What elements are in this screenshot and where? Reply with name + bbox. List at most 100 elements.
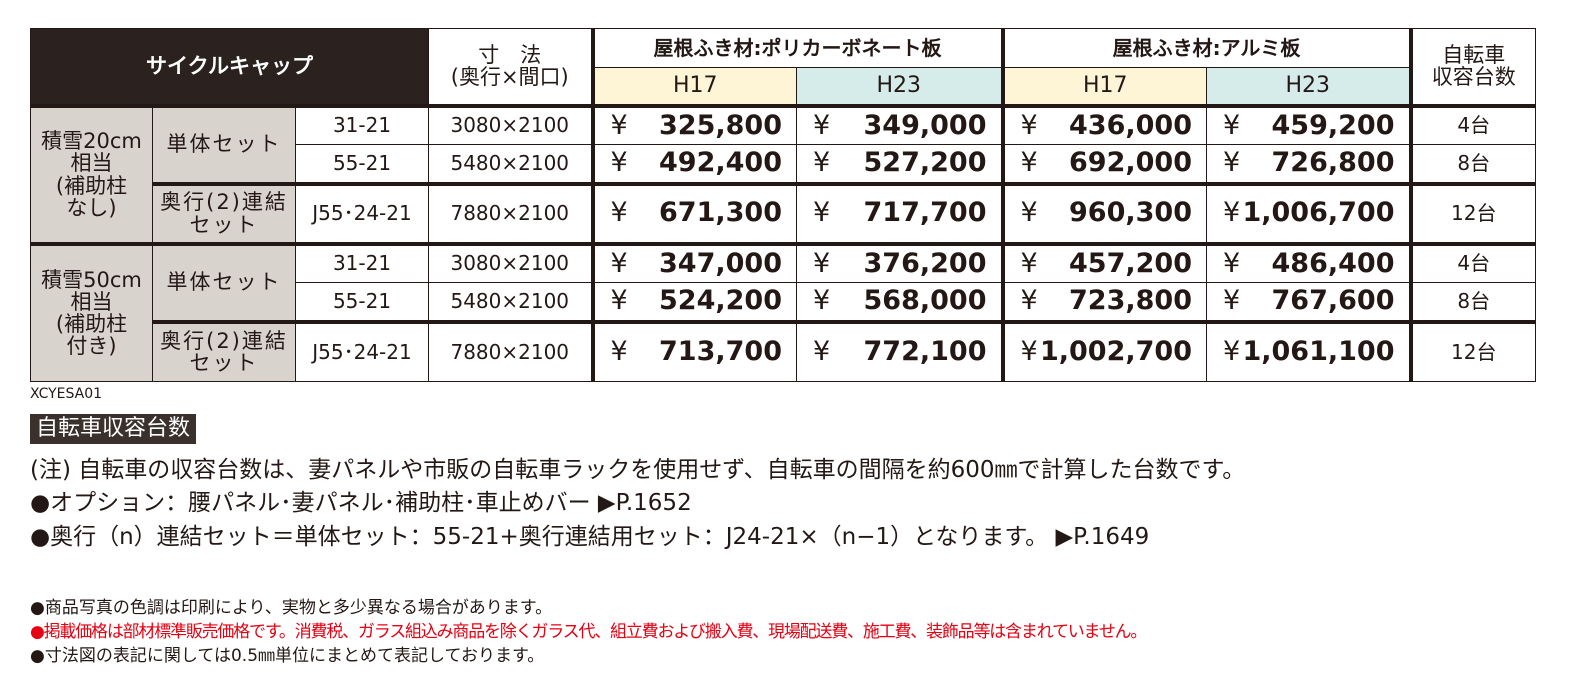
header-cell: 自転車 収容台数 (1408, 28, 1536, 106)
price: 349,000 (863, 109, 987, 141)
price-cell: ¥692,000 (1000, 144, 1207, 184)
set-name: 奥行(2)連結 セット (152, 319, 296, 382)
price-box: ¥349,000 (797, 109, 1001, 141)
code-cell: J55･24-21 (295, 181, 429, 244)
price-cell: ¥376,200 (796, 241, 1003, 283)
price: 568,000 (863, 285, 987, 317)
cell-text: 単体セット (166, 132, 282, 157)
code-cell: 31-21 (295, 103, 429, 145)
price-box: ¥492,400 (595, 147, 797, 179)
code-cell: 55-21 (295, 282, 429, 322)
cell-text: セット (189, 351, 259, 376)
price-cell: ¥568,000 (796, 282, 1003, 322)
table-row: 55-21 5480×2100 ¥492,400 ¥527,200 ¥692,000 ¥7… (31, 144, 1536, 184)
currency: ¥ (1020, 247, 1038, 279)
price: 486,400 (1271, 247, 1395, 279)
table-body: サイクルキャップ 寸 法 (奥行×間口) 屋根ふき材:ポリカーボネート板 屋根ふ… (30, 28, 1536, 382)
price: 1,061,100 (1242, 336, 1395, 368)
price: 457,200 (1069, 247, 1192, 279)
cell-text: セット (189, 212, 259, 237)
header-cell: 寸 法 (奥行×間口) (428, 28, 593, 106)
header-text: (奥行×間口) (450, 65, 569, 90)
table-row: 積雪20cm 相当 (補助柱 なし) 単体セット 31-21 3080×2100 ¥325,8… (30, 103, 1536, 244)
price: 459,200 (1271, 109, 1395, 141)
price-cell: ¥436,000 (1000, 103, 1207, 145)
price-cell: ¥723,800 (1000, 282, 1207, 322)
price: 692,000 (1069, 147, 1192, 179)
table-row: 55-21 5480×2100 ¥524,200 ¥568,000 ¥723,800 ¥7… (31, 282, 1536, 322)
product-code: XCYESA01 (30, 386, 103, 402)
currency: ¥ (610, 109, 628, 141)
cell-text: 55-21 (332, 150, 392, 175)
price-cell: ¥767,600 (1206, 282, 1411, 322)
price-cell: ¥1,061,100 (1206, 319, 1411, 382)
cell-text: 付き) (66, 334, 117, 359)
price-cell: ¥527,200 (796, 144, 1003, 184)
header-cell: サイクルキャップ (30, 28, 429, 106)
price-cell: ¥726,800 (1206, 144, 1411, 184)
cell-text: 12台 (1451, 339, 1497, 364)
price-cell: ¥717,700 (796, 181, 1003, 244)
size-cell: 3080×2100 (428, 103, 593, 145)
price-box: ¥726,800 (1207, 148, 1409, 177)
group-label: 積雪50cm 相当 (補助柱 付き) (30, 241, 153, 382)
set-name: 単体セット (152, 103, 296, 184)
currency: ¥ (1223, 197, 1241, 229)
header-row: H17 H23 H17 H23 (31, 67, 1536, 106)
capacity-cell: 4台 (1408, 241, 1536, 283)
table-row: 積雪50cm 相当 (補助柱 付き) 単体セット 31-21 3080×2100 ¥347,0… (30, 241, 1536, 382)
code-cell: 55-21 (295, 144, 429, 184)
price-box: ¥459,200 (1207, 109, 1409, 141)
currency: ¥ (610, 285, 628, 317)
cell-text: なし) (66, 195, 117, 220)
table-row: 奥行(2)連結 セット J55･24-21 7880×2100 ¥713,700 ¥772… (31, 319, 1536, 382)
cell-text: 奥行(2)連結 (160, 329, 288, 354)
price-box: ¥692,000 (1005, 147, 1207, 179)
cell-text: 4台 (1457, 251, 1491, 276)
cell-text: 奥行(2)連結 (160, 190, 288, 215)
currency: ¥ (1020, 147, 1038, 179)
cell-text: 相当 (70, 151, 113, 176)
header-cell: 屋根ふき材:アルミ板 (1000, 28, 1411, 68)
currency: ¥ (1223, 336, 1241, 368)
price-box: ¥527,200 (797, 148, 1001, 177)
header-text: H23 (876, 73, 922, 99)
cell-text: 積雪50cm (41, 268, 142, 293)
price-box: ¥723,800 (1005, 286, 1207, 315)
header-cell: H17 (1000, 67, 1207, 106)
price-box: ¥960,300 (1005, 198, 1207, 227)
header-row: サイクルキャップ 寸 法 (奥行×間口) 屋根ふき材:ポリカーボネート板 屋根ふ… (30, 28, 1536, 106)
price-cell: ¥524,200 (590, 282, 797, 322)
cell-text: 31-21 (332, 113, 392, 138)
price: 1,002,700 (1039, 336, 1192, 368)
price-cell: ¥486,400 (1206, 241, 1411, 283)
currency: ¥ (610, 247, 628, 279)
price: 717,700 (863, 197, 987, 229)
cell-text: 7880×2100 (450, 201, 570, 225)
size-cell: 7880×2100 (428, 181, 593, 244)
currency: ¥ (1020, 336, 1038, 368)
price: 524,200 (659, 285, 782, 317)
price: 492,400 (659, 147, 782, 179)
price-cell: ¥325,800 (590, 103, 797, 145)
code-cell: 31-21 (295, 241, 429, 283)
price-cell: ¥1,002,700 (1000, 319, 1207, 382)
note: ●オプション：腰パネル･妻パネル･補助柱･車止めバー ▶P.1652 (30, 490, 692, 516)
header-text: 自転車 (1442, 43, 1506, 68)
size-cell: 5480×2100 (428, 144, 593, 184)
currency: ¥ (813, 197, 831, 229)
price-cell: ¥772,100 (796, 319, 1003, 382)
cell-text: J55･24-21 (312, 339, 412, 364)
cell-text: 積雪20cm (41, 129, 142, 154)
price-box: ¥524,200 (595, 285, 797, 317)
price-box: ¥457,200 (1005, 247, 1207, 279)
price-box: ¥376,200 (797, 249, 1001, 278)
price-box: ¥325,800 (595, 109, 797, 141)
header-cell: 屋根ふき材:ポリカーボネート板 (590, 28, 1003, 68)
cell-text: (補助柱 (55, 173, 128, 198)
disclaimer: ●寸法図の表記に関しては0.5㎜単位にまとめて表記しております。 (30, 646, 545, 666)
cell-text: 5480×2100 (450, 150, 570, 175)
cell-text: J55･24-21 (312, 201, 412, 225)
cell-text: 相当 (70, 290, 113, 315)
